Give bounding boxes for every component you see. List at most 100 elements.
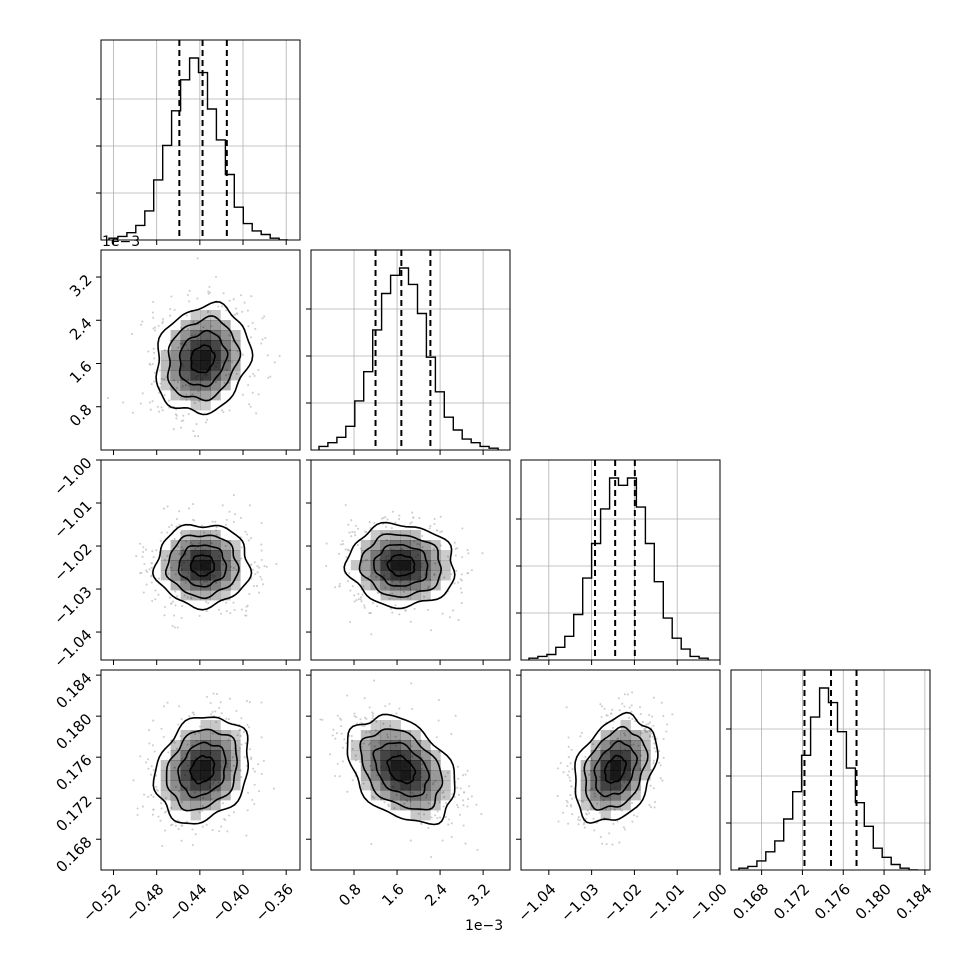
sample-point	[419, 739, 422, 742]
density-cell	[210, 340, 221, 351]
density-cell	[190, 330, 201, 341]
sample-point	[180, 717, 183, 720]
sample-point	[481, 552, 484, 555]
sample-point	[253, 783, 256, 786]
sample-point	[228, 814, 231, 817]
sample-point	[598, 811, 601, 814]
sample-point	[241, 393, 244, 396]
density-cell	[160, 350, 171, 361]
density-cell	[380, 770, 391, 781]
sample-point	[425, 793, 428, 797]
sample-point	[178, 790, 181, 793]
contour-line	[603, 754, 627, 784]
sample-point	[150, 566, 153, 569]
sample-point	[341, 539, 344, 543]
sample-point	[336, 762, 339, 765]
sample-point	[185, 398, 188, 402]
density-cell	[230, 560, 241, 571]
sample-point	[601, 842, 604, 845]
sample-point	[131, 411, 135, 414]
density-cell	[190, 390, 201, 401]
histogram-3	[731, 670, 930, 870]
density-cell	[600, 790, 611, 801]
density-cell	[410, 740, 421, 751]
y-tick-label: 0.168	[52, 833, 95, 876]
x-tick-label: −1.00	[686, 880, 731, 925]
sample-point	[345, 556, 348, 559]
density-cell	[430, 560, 441, 571]
density-cell	[360, 550, 372, 561]
sample-point	[662, 756, 665, 759]
sample-point	[594, 795, 597, 798]
sample-point	[348, 572, 351, 575]
sample-point	[639, 713, 642, 716]
sample-point	[480, 812, 483, 816]
sample-point	[662, 737, 665, 741]
x-tick-label: 1.6	[378, 880, 408, 910]
sample-point	[180, 426, 183, 429]
density-cell	[400, 730, 411, 741]
sample-point	[368, 730, 371, 733]
sample-point	[151, 311, 154, 314]
density-cell	[370, 750, 381, 761]
sample-point	[177, 819, 180, 822]
sample-point	[653, 806, 656, 809]
sample-point	[222, 292, 225, 295]
contour-line	[386, 754, 417, 785]
sample-point	[239, 516, 242, 520]
density-cell	[610, 730, 621, 741]
density-cell	[370, 570, 381, 581]
sample-point	[325, 564, 328, 567]
sample-point	[588, 812, 591, 815]
sample-point	[159, 819, 162, 822]
sample-point	[175, 747, 178, 750]
sample-point	[177, 453, 179, 455]
sample-point	[157, 577, 160, 580]
density-cell	[590, 800, 601, 811]
density-cell	[390, 800, 401, 811]
sample-point	[153, 750, 156, 753]
sample-point	[146, 570, 149, 573]
sample-point	[252, 767, 255, 770]
density-cell	[410, 570, 421, 581]
sample-point	[187, 413, 190, 416]
sample-point	[230, 361, 234, 364]
sample-point	[179, 735, 182, 738]
density-cell	[630, 780, 641, 791]
density-cell	[200, 400, 211, 411]
density-cell	[410, 810, 421, 821]
density-cell	[170, 770, 181, 781]
density-cell	[590, 790, 601, 801]
sample-point	[175, 414, 178, 417]
sample-point	[257, 591, 261, 594]
sample-point	[378, 741, 381, 744]
sample-point	[186, 293, 189, 297]
sample-point	[580, 731, 583, 734]
sample-point	[234, 513, 237, 516]
sample-point	[139, 572, 142, 575]
sample-point	[460, 579, 463, 582]
sample-point	[603, 707, 606, 710]
sample-point	[232, 494, 235, 497]
density-cell	[180, 750, 191, 761]
sample-point	[169, 314, 172, 317]
sample-point	[210, 713, 213, 716]
sample-point	[428, 527, 431, 530]
y-tick-label: 2.4	[66, 314, 96, 344]
sample-point	[386, 736, 389, 739]
sample-point	[174, 785, 177, 788]
density-cell	[410, 530, 421, 541]
sample-point	[166, 505, 169, 508]
sample-point	[147, 795, 150, 798]
sample-point	[582, 823, 585, 826]
sample-point	[441, 839, 444, 842]
density-cell	[420, 770, 431, 781]
sample-point	[366, 559, 369, 562]
sample-point	[641, 721, 645, 724]
x-tick-label: −0.40	[209, 880, 254, 925]
density-cell	[410, 760, 421, 771]
density-cell	[610, 800, 621, 811]
sample-point	[247, 791, 250, 794]
sample-point	[458, 813, 462, 816]
sample-point	[205, 823, 208, 826]
